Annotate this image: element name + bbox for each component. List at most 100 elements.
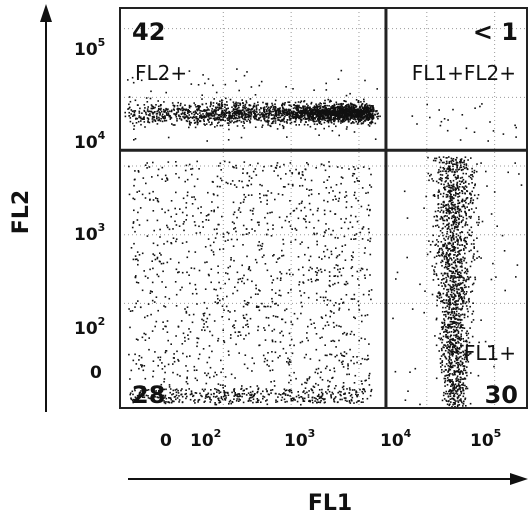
event-dot xyxy=(179,108,182,111)
event-dot xyxy=(459,287,462,289)
event-dot xyxy=(288,110,290,112)
event-dot xyxy=(451,308,453,310)
event-dot xyxy=(239,202,242,204)
event-dot xyxy=(447,283,450,286)
event-dot xyxy=(449,299,451,302)
event-dot xyxy=(447,249,449,252)
event-dot xyxy=(185,109,187,112)
event-dot xyxy=(361,112,364,115)
event-dot xyxy=(197,105,199,107)
event-dot xyxy=(332,112,335,115)
event-dot xyxy=(161,120,164,123)
event-dot xyxy=(443,324,446,327)
event-dot xyxy=(473,194,476,197)
event-dot xyxy=(445,279,448,281)
event-dot xyxy=(456,307,458,309)
event-dot xyxy=(283,121,286,123)
event-dot xyxy=(456,357,458,360)
event-dot xyxy=(307,118,310,120)
event-dot xyxy=(348,308,350,311)
event-dot xyxy=(325,89,328,91)
event-dot xyxy=(158,108,161,111)
event-dot xyxy=(238,116,241,119)
event-dot xyxy=(297,114,300,117)
event-dot xyxy=(464,167,466,170)
event-dot xyxy=(451,379,453,381)
event-dot xyxy=(237,278,240,281)
event-dot xyxy=(447,300,450,303)
event-dot xyxy=(152,113,154,115)
event-dot xyxy=(452,183,455,186)
event-dot xyxy=(440,180,443,182)
event-dot xyxy=(188,111,190,114)
event-dot xyxy=(457,222,460,225)
event-dot xyxy=(448,263,451,266)
event-dot xyxy=(364,110,366,113)
event-dot xyxy=(450,239,453,242)
event-dot xyxy=(318,105,321,107)
event-dot xyxy=(271,300,274,303)
event-dot xyxy=(459,379,462,381)
event-dot xyxy=(459,394,461,396)
event-dot xyxy=(274,303,276,305)
event-dot xyxy=(362,392,364,395)
event-dot xyxy=(322,106,324,108)
event-dot xyxy=(346,373,348,376)
event-dot xyxy=(152,107,155,110)
event-dot xyxy=(370,109,372,111)
event-dot xyxy=(274,103,276,105)
event-dot xyxy=(219,287,222,290)
event-dot xyxy=(454,194,457,197)
event-dot xyxy=(446,403,449,406)
event-dot xyxy=(437,254,440,257)
event-dot xyxy=(130,397,132,399)
event-dot xyxy=(445,253,447,256)
event-dot xyxy=(186,120,189,123)
event-dot xyxy=(318,115,321,117)
event-dot xyxy=(145,113,148,116)
event-dot xyxy=(368,372,371,375)
event-dot xyxy=(312,117,315,119)
event-dot xyxy=(245,303,247,305)
event-dot xyxy=(206,307,208,310)
event-dot xyxy=(452,283,454,286)
event-dot xyxy=(263,360,266,363)
event-dot xyxy=(372,105,374,107)
event-dot xyxy=(453,287,455,290)
event-dot xyxy=(452,188,454,190)
event-dot xyxy=(281,255,283,257)
event-dot xyxy=(460,239,462,242)
event-dot xyxy=(354,215,357,218)
event-dot xyxy=(154,351,156,353)
event-dot xyxy=(269,107,272,110)
event-dot xyxy=(238,180,241,182)
event-dot xyxy=(457,401,460,404)
event-dot xyxy=(285,308,288,310)
event-dot xyxy=(297,107,299,110)
event-dot xyxy=(285,114,287,116)
event-dot xyxy=(278,119,281,122)
event-dot xyxy=(209,124,212,126)
event-dot xyxy=(478,221,480,224)
event-dot xyxy=(452,278,454,281)
event-dot xyxy=(202,119,205,121)
event-dot xyxy=(466,366,468,368)
event-dot xyxy=(219,107,221,109)
event-dot xyxy=(356,117,359,120)
event-dot xyxy=(337,120,340,123)
event-dot xyxy=(438,350,440,352)
event-dot xyxy=(266,102,269,105)
event-dot xyxy=(450,160,452,163)
event-dot xyxy=(450,190,453,192)
event-dot xyxy=(353,115,356,118)
event-dot xyxy=(177,325,180,328)
event-dot xyxy=(446,258,448,261)
event-dot xyxy=(214,119,216,121)
event-dot xyxy=(460,303,462,305)
event-dot xyxy=(296,113,299,115)
event-dot xyxy=(317,118,319,121)
event-dot xyxy=(465,214,467,217)
event-dot xyxy=(325,290,327,293)
event-dot xyxy=(258,249,261,251)
event-dot xyxy=(447,371,449,373)
